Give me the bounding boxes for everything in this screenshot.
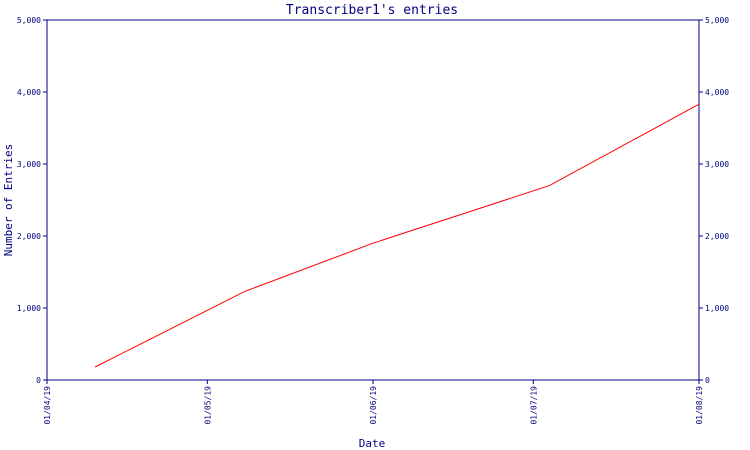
y-tick-label-right-5: 5,000 (705, 16, 729, 25)
y-tick-label-left-1: 1,000 (17, 304, 41, 313)
y-tick-label-right-0: 0 (705, 376, 710, 385)
x-axis-ticks: 01/04/19 01/05/19 01/06/19 01/07/19 01/08/19 (43, 380, 704, 425)
x-tick-label-0: 01/04/19 (43, 386, 52, 425)
series-group (94, 103, 700, 368)
y-tick-label-left-3: 3,000 (17, 160, 41, 169)
y-tick-label-right-1: 1,000 (705, 304, 729, 313)
y-tick-label-left-0: 0 (36, 376, 41, 385)
y-axis-ticks: 0 0 1,000 1,000 2,000 2,000 3,000 3,000 4,000 4,0… (17, 16, 729, 385)
x-axis-label: Date (359, 437, 386, 450)
y-tick-label-right-2: 2,000 (705, 232, 729, 241)
plot-area-frame (46, 19, 700, 381)
x-tick-label-2: 01/06/19 (369, 386, 378, 425)
chart-title: Transcriber1's entries (286, 3, 458, 18)
y-tick-label-right-4: 4,000 (705, 88, 729, 97)
y-tick-label-left-5: 5,000 (17, 16, 41, 25)
x-tick-label-4: 01/08/19 (695, 386, 704, 425)
y-axis-label: Number of Entries (2, 144, 15, 257)
series-line-0 (94, 103, 700, 368)
x-tick-label-1: 01/05/19 (203, 386, 212, 425)
y-tick-label-left-2: 2,000 (17, 232, 41, 241)
y-tick-label-right-3: 3,000 (705, 160, 729, 169)
x-tick-label-3: 01/07/19 (529, 386, 538, 425)
y-tick-label-left-4: 4,000 (17, 88, 41, 97)
